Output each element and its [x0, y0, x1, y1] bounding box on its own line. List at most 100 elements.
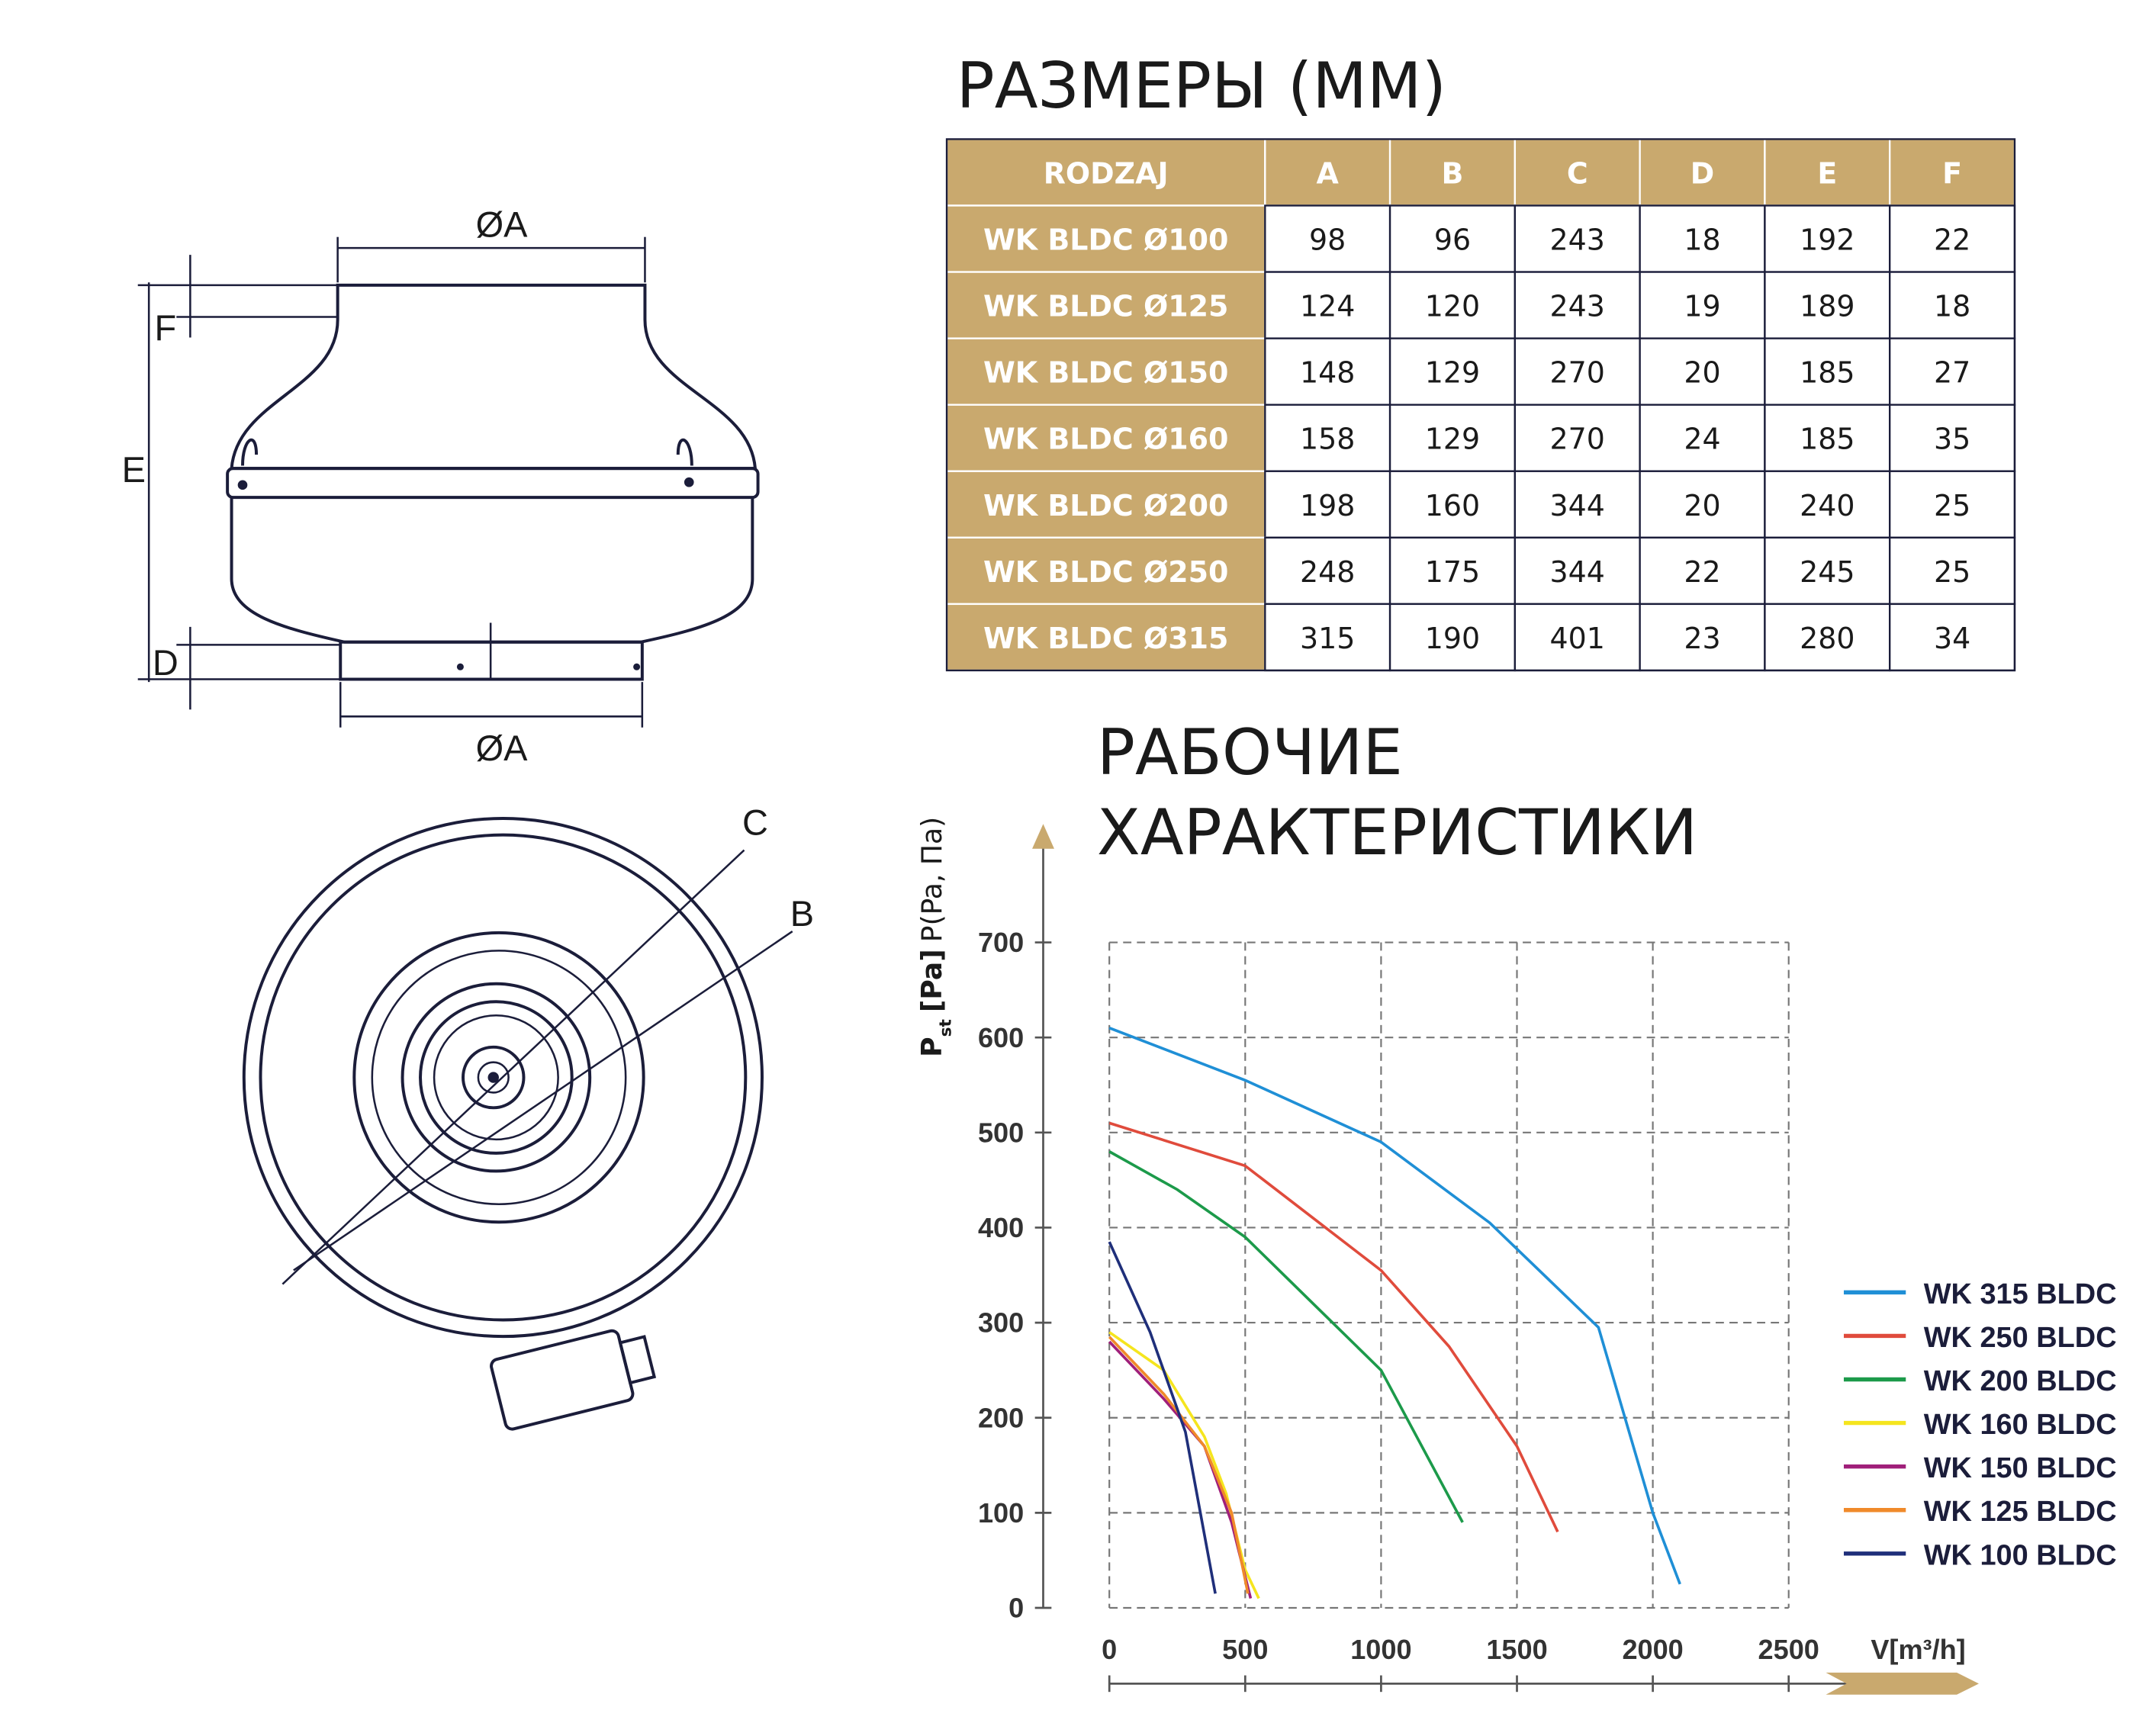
table-cell	[1764, 138, 1891, 207]
table-cell	[1889, 536, 2016, 606]
table-cell	[1514, 536, 1641, 606]
cell-text: 198	[1300, 489, 1355, 522]
legend-label: WK 160 BLDC	[1924, 1409, 2117, 1441]
cell-text: 243	[1550, 290, 1605, 323]
cell-text: 20	[1684, 489, 1720, 522]
legend-label: WK 315 BLDC	[1924, 1278, 2117, 1310]
y-tick-label: 300	[978, 1307, 1024, 1339]
table-cell	[1514, 204, 1641, 273]
y-tick-label: 600	[978, 1022, 1024, 1053]
header-text: F	[1942, 156, 1962, 190]
dimension-label: ØA	[476, 204, 529, 245]
table-border	[945, 138, 2016, 672]
cell-text: 192	[1800, 223, 1855, 256]
table-cell	[1764, 536, 1891, 606]
cell-text: 344	[1550, 555, 1605, 589]
cell-text: 20	[1684, 356, 1720, 390]
dimension-label: C	[742, 802, 768, 843]
cell-text: 25	[1934, 555, 1970, 589]
table-cell	[1264, 536, 1391, 606]
table-cell	[1388, 204, 1517, 273]
dimension-label: ØA	[476, 728, 529, 768]
table-cell	[1388, 271, 1517, 339]
series-line	[1108, 1336, 1250, 1594]
cell-text: 160	[1425, 489, 1480, 522]
cell-text: WK BLDC Ø250	[983, 555, 1228, 589]
cell-text: 270	[1550, 423, 1605, 456]
table-cell	[1764, 470, 1891, 539]
table-cell	[1889, 603, 2016, 672]
cell-text: WK BLDC Ø100	[983, 223, 1228, 256]
header-text: RODZAJ	[1044, 156, 1169, 190]
x-tick-label: 500	[1222, 1634, 1268, 1665]
cell-text: 24	[1684, 423, 1720, 456]
cell-text: 245	[1800, 555, 1855, 589]
cell-text: WK BLDC Ø150	[983, 356, 1228, 390]
cell-text: 23	[1684, 622, 1720, 655]
y-tick-label: 500	[978, 1117, 1024, 1148]
table-cell	[1514, 337, 1641, 406]
y-axis-label: Pst [Pa] P(Pa, Па)	[915, 817, 956, 1057]
cell-text: 35	[1934, 423, 1970, 456]
header-text: D	[1690, 156, 1714, 190]
table-cell	[1388, 337, 1517, 406]
side-view: ØA ØA F E D	[122, 204, 760, 768]
header-text: B	[1442, 156, 1464, 190]
cell-text: 22	[1934, 223, 1970, 256]
cell-text: 401	[1550, 622, 1605, 655]
x-tick-label: 1500	[1486, 1634, 1547, 1665]
cell-text: 344	[1550, 489, 1605, 522]
table-cell	[1889, 138, 2016, 207]
chart-title: РАБОЧИЕ	[1097, 715, 1403, 789]
cell-text: WK BLDC Ø200	[983, 489, 1228, 522]
cell-text: 280	[1800, 622, 1855, 655]
y-label-unit: [Pa]	[915, 949, 948, 1012]
legend-label: WK 250 BLDC	[1924, 1322, 2117, 1354]
y-tick-label: 200	[978, 1402, 1024, 1433]
series-line	[1108, 1150, 1464, 1523]
header-text: E	[1817, 156, 1837, 190]
cell-text: 158	[1300, 423, 1355, 456]
legend-label: WK 150 BLDC	[1924, 1452, 2117, 1484]
table-cell	[945, 204, 1266, 273]
table-cell	[1764, 204, 1891, 273]
series-line	[1108, 1121, 1559, 1533]
table-cell	[1639, 403, 1766, 472]
front-view: C B	[242, 802, 814, 1431]
series-line	[1108, 1241, 1217, 1594]
cell-text: 120	[1425, 290, 1480, 323]
header-text: A	[1317, 156, 1340, 190]
cell-text: WK BLDC Ø315	[983, 622, 1228, 655]
table-cell	[945, 403, 1266, 472]
cell-text: 175	[1425, 555, 1480, 589]
table-cell	[1639, 271, 1766, 339]
cell-text: 148	[1300, 356, 1355, 390]
dimension-label: E	[122, 449, 146, 490]
header-text: C	[1567, 156, 1588, 190]
y-label-symbol: P	[915, 1037, 948, 1056]
table-cell	[1264, 204, 1391, 273]
cell-text: 96	[1434, 223, 1471, 256]
cell-text: 27	[1934, 356, 1970, 390]
y-tick-label: 400	[978, 1212, 1024, 1243]
table-cell	[1388, 603, 1517, 672]
table-cell	[1889, 403, 2016, 472]
table-cell	[1514, 470, 1641, 539]
cell-text: 22	[1684, 555, 1720, 589]
cell-text: 19	[1684, 290, 1720, 323]
table-cell	[1514, 271, 1641, 339]
series-line	[1108, 1340, 1253, 1599]
cell-text: 98	[1309, 223, 1346, 256]
legend-label: WK 125 BLDC	[1924, 1496, 2117, 1528]
cell-text: 185	[1800, 423, 1855, 456]
table-cell	[945, 271, 1266, 339]
cell-text: 315	[1300, 622, 1355, 655]
cell-text: 185	[1800, 356, 1855, 390]
table-cell	[1639, 470, 1766, 539]
cell-text: 129	[1425, 423, 1480, 456]
x-tick-label: 2500	[1758, 1634, 1819, 1665]
cell-text: 248	[1300, 555, 1355, 589]
dimensions-title: РАЗМЕРЫ (MM)	[957, 49, 1446, 123]
table-cell	[1764, 271, 1891, 339]
